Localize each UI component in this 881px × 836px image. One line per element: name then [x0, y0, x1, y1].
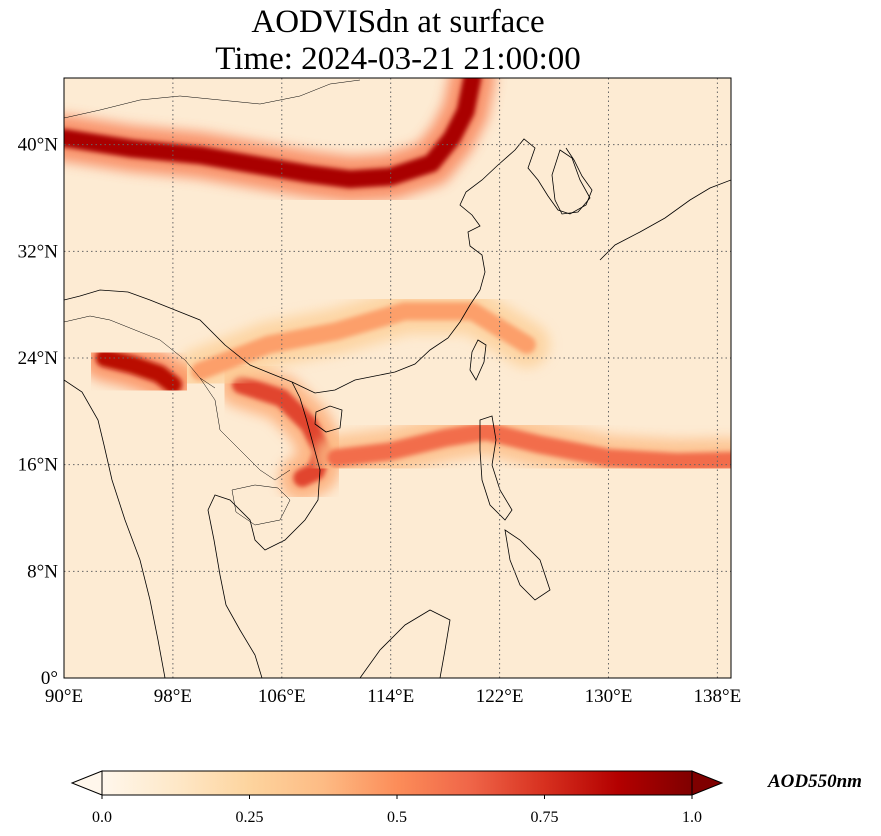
coastline-taiwan	[469, 339, 487, 381]
x-tick-label: 114°E	[367, 686, 414, 707]
colorbar-extend-high	[691, 770, 724, 796]
colorbar-tick-label: 1.0	[682, 809, 702, 826]
colorbar-label: AOD550nm	[767, 771, 862, 792]
border-southwest	[64, 315, 216, 389]
border-indochina	[199, 377, 291, 481]
coastline-borneo	[359, 609, 451, 678]
y-axis-labels: 0° 8°N 16°N 24°N 32°N 40°N	[18, 135, 59, 689]
coastline-philippines-south	[504, 529, 551, 601]
x-tick-label: 106°E	[258, 686, 306, 707]
x-axis-labels: 90°E 98°E 106°E 114°E 122°E 130°E 138°E	[45, 686, 741, 707]
border-cambodia	[231, 484, 291, 526]
x-tick-label: 98°E	[154, 686, 192, 707]
y-tick-label: 32°N	[18, 241, 59, 262]
y-tick-label: 16°N	[18, 455, 59, 476]
colorbar-tick-label: 0.5	[387, 809, 407, 826]
map-title-line2: Time: 2024-03-21 21:00:00	[215, 41, 581, 77]
y-tick-label: 40°N	[18, 135, 59, 156]
colorbar-tick-label: 0.25	[236, 809, 264, 826]
myanmar-hotspot	[95, 349, 182, 394]
colorbar-gradient	[101, 770, 693, 796]
y-tick-label: 8°N	[27, 561, 58, 582]
colorbar-tick-label: 0.0	[92, 809, 112, 826]
y-tick-label: 24°N	[18, 348, 59, 369]
x-tick-label: 138°E	[694, 686, 742, 707]
country-borders	[64, 79, 361, 526]
x-tick-label: 130°E	[585, 686, 633, 707]
x-tick-label: 122°E	[476, 686, 524, 707]
border-china-mongolia	[64, 79, 361, 119]
colorbar-ticks: 0.0 0.25 0.5 0.75 1.0	[92, 795, 702, 826]
map-frame	[63, 77, 732, 679]
coastline-luzon	[479, 415, 513, 521]
aod-field	[64, 78, 731, 501]
coastline-indochina	[207, 381, 321, 678]
y-tick-label: 0°	[41, 668, 58, 689]
central-china-band	[191, 302, 536, 381]
northern-dust-band	[64, 78, 482, 189]
coastline-japan	[599, 179, 731, 261]
south-china-sea-band	[327, 422, 731, 471]
colorbar-tick-label: 0.75	[531, 809, 559, 826]
coastline-east-asia	[64, 138, 593, 394]
coastlines	[64, 138, 731, 678]
colorbar-extend-low	[70, 770, 103, 796]
coastline-korea	[551, 149, 591, 215]
colorbar: 0.0 0.25 0.5 0.75 1.0 AOD550nm	[70, 770, 862, 826]
indochina-plume	[232, 375, 332, 487]
x-tick-label: 90°E	[45, 686, 83, 707]
map-title-line1: AODVISdn at surface	[251, 4, 545, 40]
gridlines	[64, 78, 731, 678]
map-panel: 90°E 98°E 106°E 114°E 122°E 130°E 138°E 0° 8°N 1…	[18, 77, 741, 707]
coastline-myanmar	[64, 379, 166, 678]
coastline-hainan	[314, 405, 343, 433]
